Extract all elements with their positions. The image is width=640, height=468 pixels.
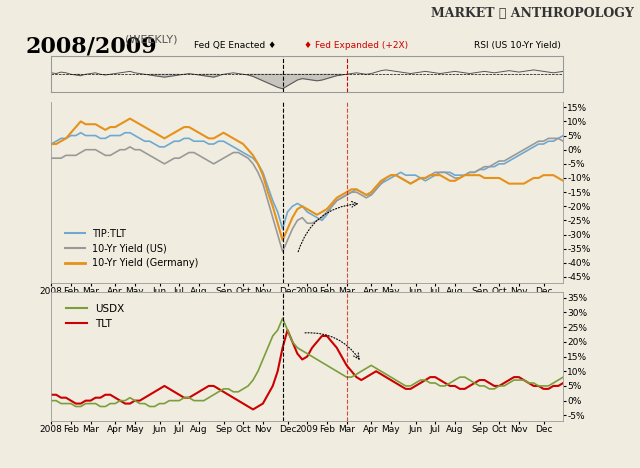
Text: RSI (US 10-Yr Yield): RSI (US 10-Yr Yield) bbox=[474, 41, 561, 50]
Legend: TIP:TLT, 10-Yr Yield (US), 10-Yr Yield (Germany): TIP:TLT, 10-Yr Yield (US), 10-Yr Yield (… bbox=[61, 225, 202, 272]
Text: MARKET ❧ ANTHROPOLOGY: MARKET ❧ ANTHROPOLOGY bbox=[431, 7, 634, 20]
Text: Fed QE Enacted ♦: Fed QE Enacted ♦ bbox=[195, 41, 276, 50]
Legend: USDX, TLT: USDX, TLT bbox=[61, 300, 128, 333]
Text: 2008/2009: 2008/2009 bbox=[26, 35, 157, 57]
Text: (WEEKLY): (WEEKLY) bbox=[125, 34, 177, 44]
Text: ♦ Fed Expanded (+2X): ♦ Fed Expanded (+2X) bbox=[304, 41, 408, 50]
